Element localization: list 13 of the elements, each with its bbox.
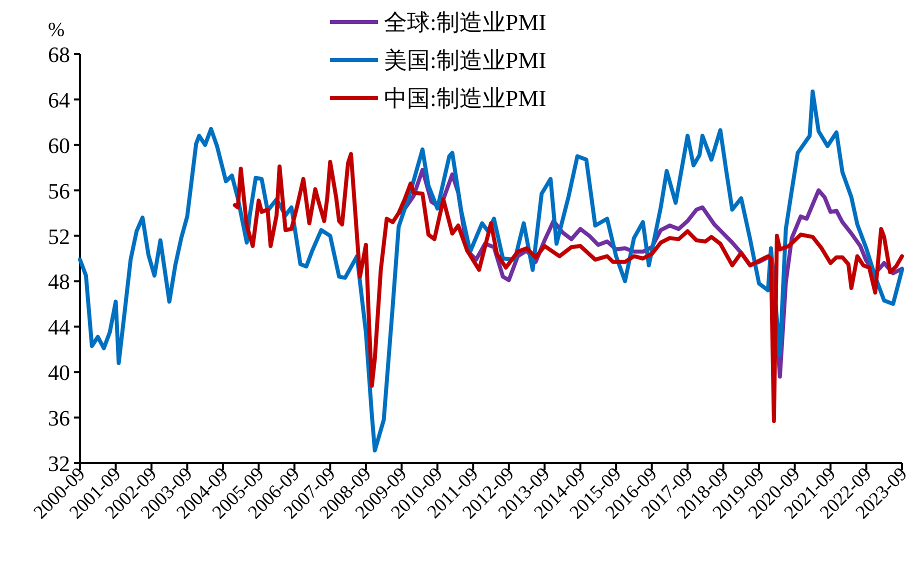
- y-tick-label: 48: [48, 269, 70, 294]
- y-tick-label: 40: [48, 360, 70, 386]
- y-tick-label: 56: [48, 178, 70, 204]
- y-tick-label: 64: [48, 87, 70, 112]
- y-tick-label: 36: [48, 406, 70, 431]
- legend-label: 全球:制造业PMI: [384, 10, 546, 35]
- y-tick-label: 68: [48, 42, 70, 67]
- y-tick-label: 52: [48, 224, 70, 249]
- legend-label: 美国:制造业PMI: [384, 48, 546, 73]
- y-tick-label: 44: [48, 314, 70, 340]
- legend-label: 中国:制造业PMI: [384, 86, 546, 111]
- y-tick-label: 60: [48, 132, 70, 158]
- y-axis-title: %: [48, 19, 65, 41]
